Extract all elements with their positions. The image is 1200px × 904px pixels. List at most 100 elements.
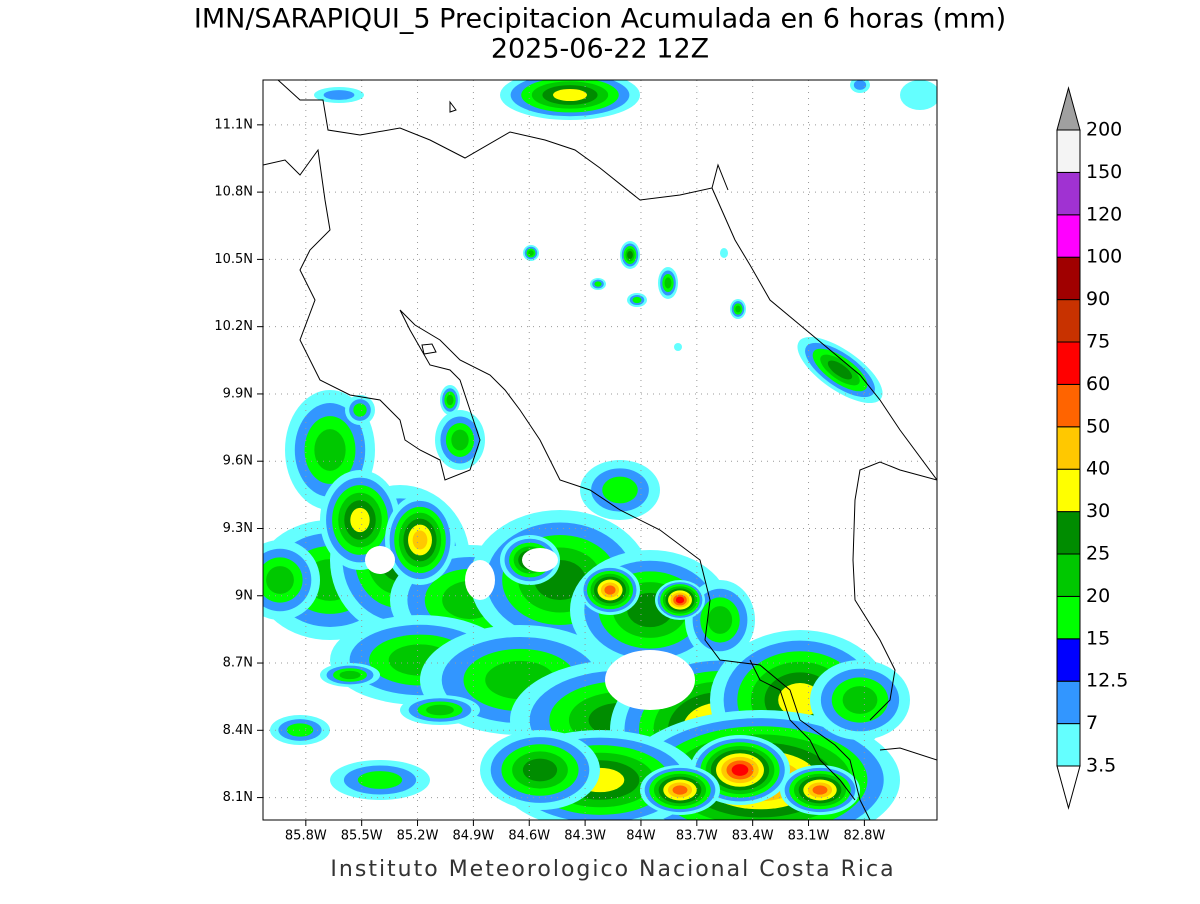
precip-cell — [853, 80, 867, 90]
x-tick-label: 82.8W — [843, 829, 885, 844]
colorbar-box — [1056, 680, 1081, 725]
dry-area — [522, 548, 558, 572]
precip-cell — [672, 785, 688, 795]
colorbar-box — [1056, 383, 1081, 428]
colorbar: 3.5 7 12.5 15 20 25 30 40 50 60 75 90 100 120 150 200 — [1056, 86, 1128, 810]
x-tick-label: 85.5W — [341, 829, 383, 844]
colorbar-box — [1056, 171, 1081, 216]
x-tick-label: 84W — [626, 829, 656, 844]
precip-cell — [594, 281, 602, 287]
precip-cell — [632, 296, 642, 304]
y-tick-label: 10.8N — [214, 185, 253, 200]
precip-cell — [900, 80, 937, 110]
colorbar-under — [1056, 765, 1081, 810]
colorbar-box — [1056, 553, 1081, 597]
precip-cell — [266, 566, 294, 594]
colorbar-label: 200 — [1086, 119, 1122, 141]
x-tick-label: 83.7W — [676, 829, 718, 844]
colorbar-box — [1056, 468, 1081, 513]
precip-cell — [675, 596, 685, 604]
y-tick-label: 8.4N — [223, 723, 253, 738]
colorbar-label: 75 — [1086, 331, 1110, 353]
colorbar-label: 3.5 — [1086, 755, 1116, 777]
y-tick-label: 9.6N — [223, 454, 253, 469]
precip-cell — [426, 704, 454, 716]
colorbar-label: 7 — [1086, 712, 1098, 734]
x-tick-label: 84.9W — [452, 829, 494, 844]
precip-cell — [602, 476, 638, 504]
colorbar-label: 40 — [1086, 458, 1110, 480]
precip-cell — [357, 771, 403, 789]
y-tick-label: 10.2N — [214, 319, 253, 334]
precip-cell — [522, 758, 558, 782]
precip-cell — [627, 251, 633, 259]
precip-cell — [827, 360, 853, 380]
y-tick-label: 10.5N — [214, 252, 253, 267]
dry-area — [365, 546, 395, 574]
colorbar-box — [1056, 723, 1081, 767]
colorbar-label: 100 — [1086, 246, 1122, 268]
x-tick-label: 83.1W — [788, 829, 830, 844]
y-tick-label: 8.7N — [223, 656, 253, 671]
coastlines — [263, 80, 937, 820]
colorbar-box — [1056, 426, 1081, 470]
colorbar-label: 12.5 — [1086, 670, 1128, 692]
plot-frame — [262, 79, 938, 821]
precip-cell — [731, 764, 749, 776]
colorbar-box — [1056, 129, 1081, 173]
footer: Instituto Meteorologico Nacional Costa R… — [330, 857, 895, 882]
grid: 85.8W 85.5W 85.2W 84.9W 84.6W 84.3W 84W 83.7W 83… — [214, 80, 937, 844]
colorbar-box — [1056, 511, 1081, 555]
colorbar-label: 30 — [1086, 500, 1110, 522]
colorbar-box — [1056, 299, 1081, 343]
precip-cell — [451, 429, 469, 451]
colorbar-box — [1056, 214, 1081, 258]
colorbar-label: 150 — [1086, 161, 1122, 183]
dry-area — [465, 560, 495, 600]
precip-cell — [314, 429, 346, 471]
precip-cell — [735, 305, 741, 313]
colorbar-over — [1056, 86, 1081, 131]
y-tick-label: 9.9N — [223, 386, 253, 401]
precip-cell — [339, 670, 361, 680]
colorbar-label: 15 — [1086, 627, 1110, 649]
precip-field — [263, 80, 937, 820]
colorbar-box — [1056, 595, 1081, 640]
colorbar-label: 20 — [1086, 585, 1110, 607]
y-tick-label: 9N — [235, 588, 253, 603]
colorbar-box — [1056, 256, 1081, 301]
precip-cell — [812, 785, 828, 795]
precip-cell — [353, 403, 367, 417]
colorbar-label: 50 — [1086, 415, 1110, 437]
subtitle: 2025-06-22 12Z — [491, 34, 709, 65]
colorbar-label: 60 — [1086, 373, 1110, 395]
colorbar-label: 120 — [1086, 203, 1122, 225]
x-tick-label: 85.2W — [397, 829, 439, 844]
precip-cell — [446, 394, 454, 406]
colorbar-box — [1056, 638, 1081, 682]
dry-area — [605, 650, 695, 710]
y-tick-label: 9.3N — [223, 521, 253, 536]
colorbar-label: 25 — [1086, 543, 1110, 565]
y-tick-label: 11.1N — [214, 117, 253, 132]
colorbar-label: 90 — [1086, 288, 1110, 310]
x-tick-label: 85.8W — [285, 829, 327, 844]
precip-cell — [323, 90, 355, 100]
precip-cell — [720, 248, 728, 258]
precip-cell — [350, 507, 370, 533]
precip-cell — [664, 277, 672, 289]
title: IMN/SARAPIQUI_5 Precipitacion Acumulada … — [194, 4, 1006, 35]
precip-cell — [778, 683, 822, 717]
precip-cell — [553, 88, 587, 102]
precip-cell — [707, 606, 733, 634]
x-tick-label: 84.6W — [508, 829, 550, 844]
precip-cell — [842, 686, 878, 714]
x-tick-label: 83.4W — [732, 829, 774, 844]
y-tick-label: 8.1N — [223, 790, 253, 805]
colorbar-box — [1056, 341, 1081, 385]
x-tick-label: 84.3W — [564, 829, 606, 844]
precip-cell — [412, 530, 428, 550]
precip-cell — [604, 585, 616, 595]
precip-cell — [674, 343, 682, 351]
